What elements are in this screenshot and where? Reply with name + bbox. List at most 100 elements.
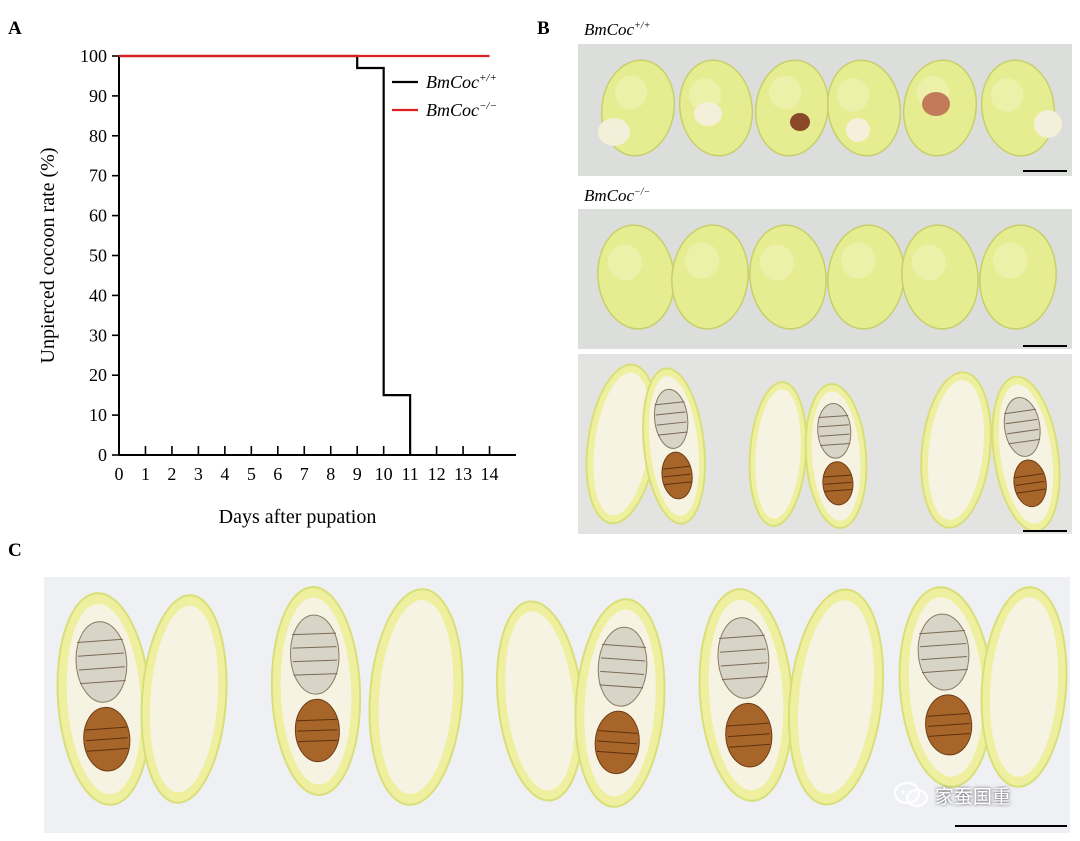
cut-cocoon bbox=[495, 600, 585, 802]
moth-band bbox=[657, 431, 688, 436]
series-line-1 bbox=[119, 54, 412, 455]
pupal-segment bbox=[728, 743, 771, 748]
genotype-label-wild-type: BmCoc+/+ bbox=[584, 20, 650, 40]
photoB1-svg bbox=[578, 44, 1072, 176]
wechat-icon bbox=[893, 781, 929, 808]
moth-band bbox=[920, 642, 967, 648]
genotype-ko-sup: −/− bbox=[634, 186, 651, 198]
photoB2-svg bbox=[578, 209, 1072, 349]
moth-band bbox=[1008, 438, 1041, 445]
genotype-ko-base: BmCoc bbox=[584, 186, 635, 205]
legend-entry-base: BmCoc bbox=[426, 100, 479, 120]
pupal-segment bbox=[662, 465, 690, 470]
scale-bar-b3 bbox=[1023, 530, 1067, 532]
moth-band bbox=[719, 648, 766, 653]
shell-inner bbox=[798, 600, 874, 794]
x-tick-label: 4 bbox=[220, 464, 229, 484]
cocoon-highlight bbox=[911, 244, 947, 281]
cocoon-highlight bbox=[614, 75, 648, 110]
pupal-segment bbox=[86, 737, 128, 742]
cut-cocoon bbox=[898, 586, 994, 788]
cut-cocoon bbox=[698, 588, 794, 802]
moth-band bbox=[1006, 428, 1039, 435]
panel-label-c: C bbox=[8, 540, 22, 561]
moth-band bbox=[599, 684, 644, 689]
moth-band bbox=[654, 401, 685, 406]
pupal-segment bbox=[297, 739, 338, 743]
legend-entry-sup: +/+ bbox=[479, 72, 497, 84]
x-tick-label: 11 bbox=[401, 464, 418, 484]
cocoon-highlight bbox=[993, 242, 1028, 279]
watermark: 家蚕国重 bbox=[893, 778, 1011, 812]
scale-bar-c bbox=[955, 825, 1067, 827]
photoB3-svg bbox=[578, 354, 1072, 534]
moth-band bbox=[292, 659, 337, 663]
y-tick-label: 90 bbox=[89, 86, 107, 106]
cocoon-highlight bbox=[685, 242, 720, 279]
x-tick-label: 0 bbox=[115, 464, 124, 484]
moth-band bbox=[291, 632, 337, 636]
pupal-segment bbox=[663, 473, 691, 478]
moth-band bbox=[79, 679, 126, 685]
cocoon-highlight bbox=[836, 78, 870, 112]
pupal-segment bbox=[297, 729, 338, 732]
pupal-segment bbox=[1016, 488, 1046, 494]
x-tick-label: 8 bbox=[326, 464, 335, 484]
moth-band bbox=[1004, 408, 1036, 415]
watermark-text: 家蚕国重 bbox=[935, 785, 1012, 808]
pupal-segment bbox=[1015, 480, 1045, 486]
moth-band bbox=[1005, 418, 1038, 425]
cut-cocoon bbox=[56, 592, 152, 806]
pupal-segment bbox=[927, 722, 970, 727]
y-tick-label: 60 bbox=[89, 206, 107, 226]
moth-band bbox=[820, 442, 851, 447]
x-tick-label: 10 bbox=[375, 464, 393, 484]
shell-inner bbox=[378, 600, 454, 794]
y-tick-label: 20 bbox=[89, 365, 107, 385]
pupal-segment bbox=[86, 747, 129, 752]
x-tick-label: 9 bbox=[353, 464, 362, 484]
pupal-segment bbox=[927, 712, 969, 717]
moth-band bbox=[600, 670, 645, 675]
scale-bar-b1 bbox=[1023, 170, 1067, 172]
moth-band bbox=[919, 630, 966, 635]
legend-entry-1: BmCoc+/+ bbox=[426, 72, 497, 92]
cut-cocoon bbox=[585, 363, 659, 525]
pupal-segment bbox=[728, 733, 770, 738]
moth-band bbox=[819, 433, 850, 437]
pupal-segment bbox=[823, 474, 851, 478]
cut-cocoon bbox=[991, 375, 1061, 533]
moth-band bbox=[601, 657, 646, 662]
x-tick-label: 13 bbox=[454, 464, 472, 484]
moth-band bbox=[602, 643, 646, 648]
emergence-hole bbox=[790, 113, 810, 131]
panel-label-b: B bbox=[537, 18, 550, 39]
moth-band bbox=[818, 424, 849, 428]
cocoon-highlight bbox=[768, 75, 802, 110]
pupal-segment bbox=[597, 740, 638, 745]
shell-inner bbox=[927, 380, 985, 520]
x-tick-label: 1 bbox=[141, 464, 150, 484]
pupal-segment bbox=[596, 750, 637, 755]
cut-cocoon bbox=[787, 588, 885, 806]
moth-band bbox=[76, 638, 123, 643]
genotype-wt-base: BmCoc bbox=[584, 20, 635, 39]
cocoon-highlight bbox=[607, 244, 643, 281]
photo-wild-type-cocoons bbox=[578, 44, 1072, 176]
x-axis-title: Days after pupation bbox=[219, 506, 377, 528]
genotype-wt-sup: +/+ bbox=[634, 20, 651, 32]
moth-band bbox=[292, 646, 337, 649]
cut-cocoon bbox=[642, 367, 706, 525]
y-tick-label: 70 bbox=[89, 166, 107, 186]
cut-cocoon bbox=[920, 371, 992, 529]
shell-inner bbox=[149, 605, 219, 793]
x-tick-label: 2 bbox=[167, 464, 176, 484]
cut-cocoon bbox=[140, 594, 228, 804]
moth-band bbox=[77, 652, 124, 657]
emergence-hole bbox=[598, 118, 630, 146]
pupal-segment bbox=[727, 722, 769, 727]
cut-cocoon bbox=[804, 383, 868, 529]
cut-cocoon bbox=[270, 586, 362, 796]
y-tick-label: 30 bbox=[89, 325, 107, 345]
